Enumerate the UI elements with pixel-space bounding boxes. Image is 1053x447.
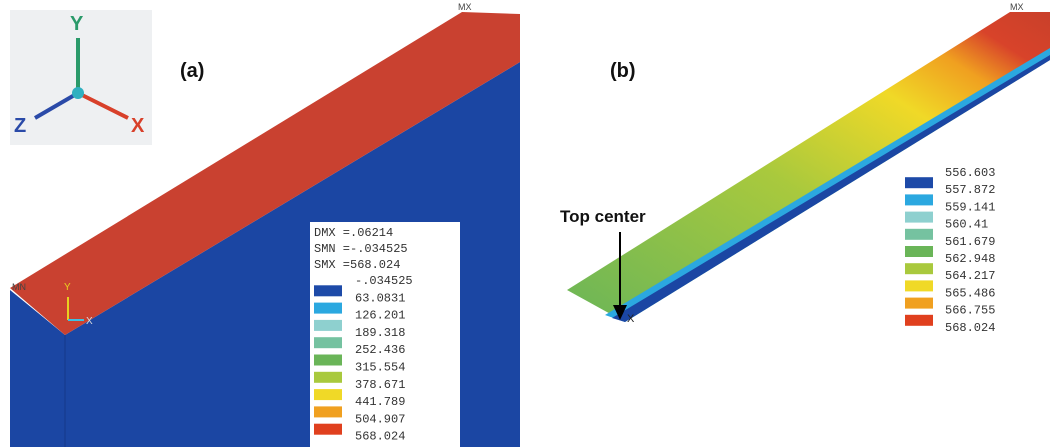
legend-value: 568.024 <box>945 321 995 335</box>
legend-swatch <box>905 229 933 240</box>
legend-value: 566.755 <box>945 304 995 318</box>
legend-value: 562.948 <box>945 252 995 266</box>
legend-value: 126.201 <box>355 309 405 323</box>
axis-label: X <box>131 115 145 137</box>
axis-label: Y <box>64 282 71 293</box>
legend-swatch <box>905 298 933 309</box>
panel-label: (b) <box>610 60 636 82</box>
legend-value: 252.436 <box>355 343 405 357</box>
legend-swatch <box>314 320 342 331</box>
min-marker: MN <box>12 282 26 292</box>
legend-value: 557.872 <box>945 183 995 197</box>
legend-swatch <box>905 212 933 223</box>
legend-swatch <box>314 303 342 314</box>
axis-label: X <box>627 313 635 325</box>
legend-swatch <box>905 194 933 205</box>
legend-value: 504.907 <box>355 412 405 426</box>
legend-swatch <box>314 337 342 348</box>
legend-value: 315.554 <box>355 361 405 375</box>
legend-swatch <box>905 280 933 291</box>
legend-value: 63.0831 <box>355 291 405 305</box>
legend-header: DMX =.06214 <box>314 226 393 240</box>
legend-swatch <box>905 315 933 326</box>
legend-value: 568.024 <box>355 430 405 444</box>
axis-label: Y <box>70 13 84 35</box>
legend-value: 560.41 <box>945 218 988 232</box>
legend: 556.603 557.872 559.141 560.41 561.679 562.94… <box>905 166 995 335</box>
axis-label: Z <box>14 115 26 137</box>
legend-swatch <box>905 177 933 188</box>
legend-swatch <box>314 406 342 417</box>
axis-label: X <box>86 316 93 327</box>
legend-swatch <box>314 424 342 435</box>
legend-value: 378.671 <box>355 378 405 392</box>
legend-value: 565.486 <box>945 286 995 300</box>
legend-value: -.034525 <box>355 274 413 288</box>
legend-swatch <box>905 263 933 274</box>
legend-swatch <box>314 372 342 383</box>
legend-value: 561.679 <box>945 235 995 249</box>
max-marker: MX <box>1010 2 1024 12</box>
legend-header: SMX =568.024 <box>314 258 400 272</box>
legend-value: 441.789 <box>355 395 405 409</box>
legend-value: 189.318 <box>355 326 405 340</box>
legend-value: 556.603 <box>945 166 995 180</box>
legend-swatch <box>314 389 342 400</box>
max-marker: MX <box>458 2 472 12</box>
legend-swatch <box>314 285 342 296</box>
legend-value: 564.217 <box>945 269 995 283</box>
annotation: Top center <box>560 207 646 226</box>
panel-label: (a) <box>180 60 204 82</box>
legend-swatch <box>905 246 933 257</box>
figure: MX MN Y X Y Z X (a) DMX =.06214 SMN =-.03… <box>0 0 1053 447</box>
legend-header: SMN =-.034525 <box>314 242 408 256</box>
legend-swatch <box>314 355 342 366</box>
legend-value: 559.141 <box>945 200 995 214</box>
origin <box>72 87 84 99</box>
